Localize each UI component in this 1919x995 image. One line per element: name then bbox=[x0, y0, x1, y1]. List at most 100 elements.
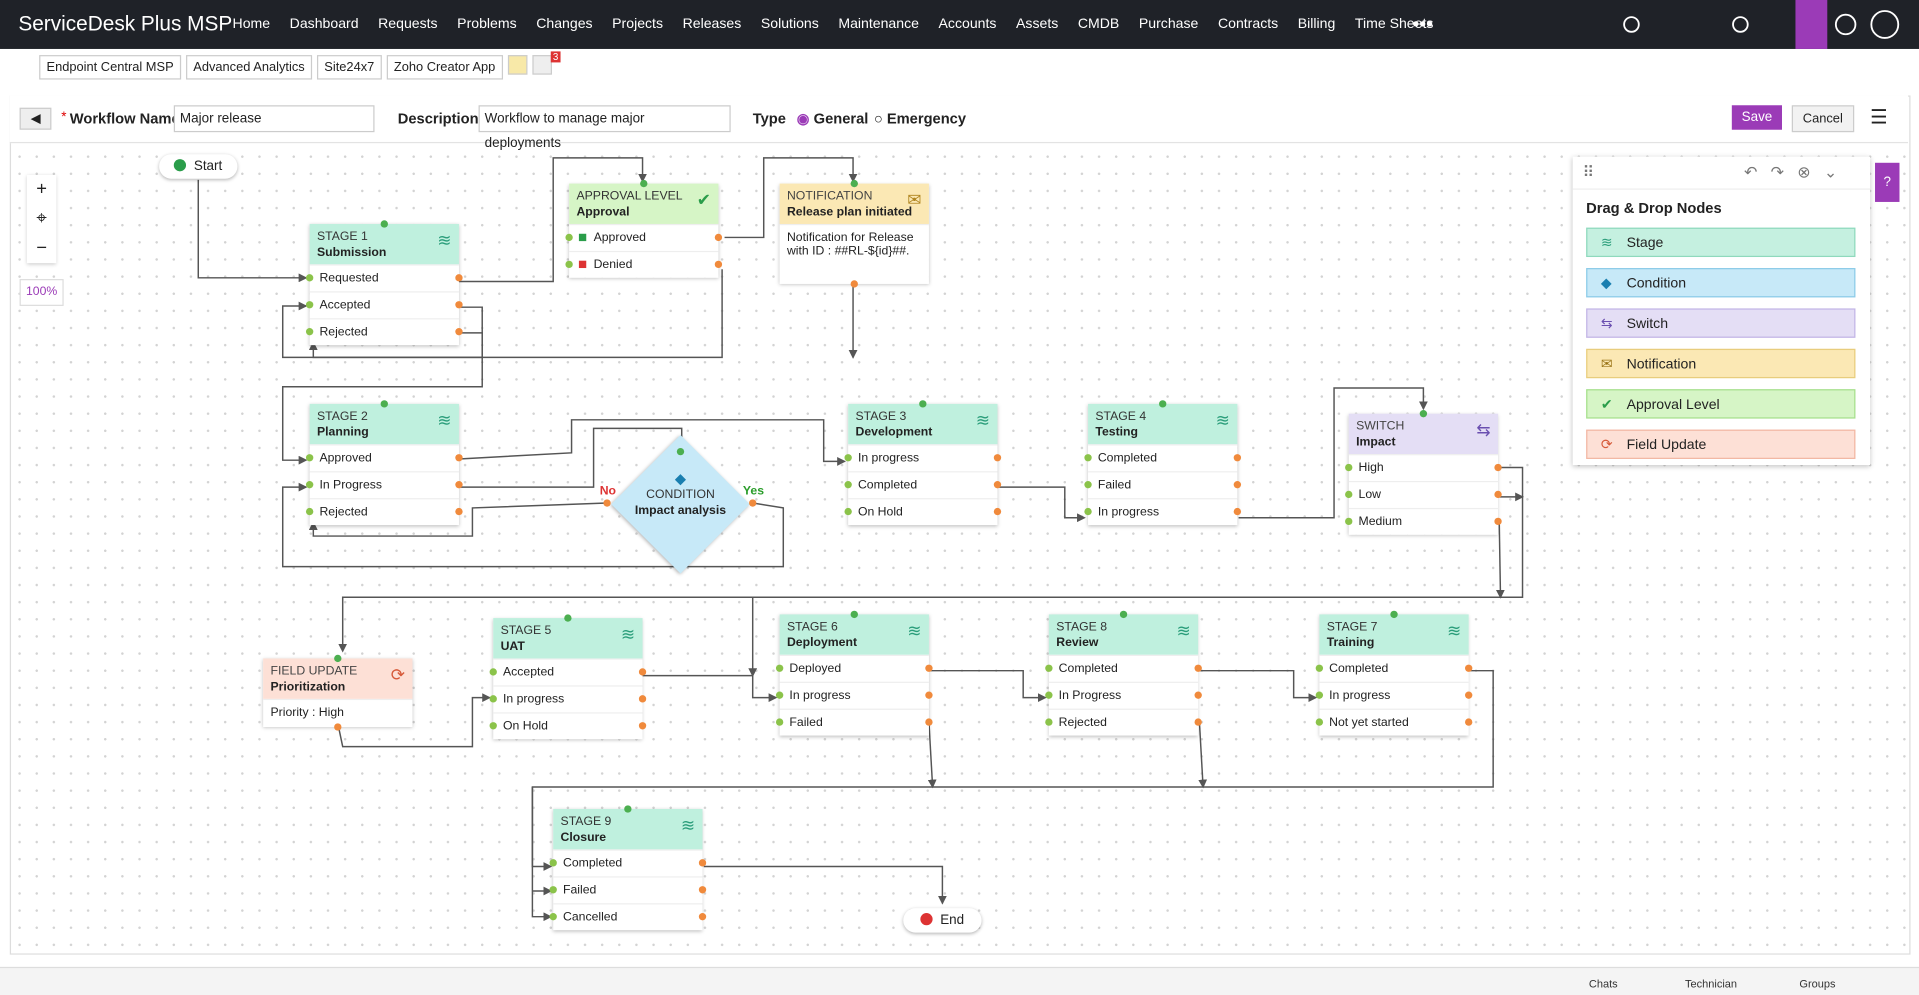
nav-item[interactable]: Releases bbox=[682, 17, 742, 32]
node-row: Completed bbox=[1045, 654, 1202, 682]
rocket-button[interactable]: 3 bbox=[532, 51, 561, 75]
nav-item[interactable]: Purchase bbox=[1138, 17, 1199, 32]
row-label: Not yet started bbox=[1329, 715, 1409, 730]
out-port bbox=[1494, 490, 1502, 499]
nav-item[interactable]: Dashboard bbox=[289, 17, 359, 32]
palette-icon: ✉ bbox=[1600, 357, 1613, 373]
back-button[interactable]: ◀ bbox=[19, 107, 52, 130]
row-label: In progress bbox=[789, 689, 851, 703]
out-port bbox=[334, 723, 342, 731]
app-button[interactable]: Site24x7 bbox=[316, 55, 382, 80]
node-row: Completed bbox=[1315, 654, 1473, 682]
connector bbox=[928, 669, 1047, 703]
type-option: Emergency bbox=[886, 110, 967, 128]
nav-item[interactable]: Changes bbox=[536, 17, 593, 32]
node-header: NOTIFICATION Release plan initiated ✉ bbox=[779, 183, 929, 224]
brand[interactable]: ServiceDesk Plus MSP bbox=[18, 12, 233, 36]
workflow-node[interactable]: STAGE 6 Deployment ≋ Deployed In progress Fai… bbox=[775, 610, 933, 736]
row-label: High bbox=[1358, 461, 1384, 475]
out-port bbox=[638, 668, 647, 676]
workflow-node[interactable]: STAGE 8 Review ≋ Completed In Progress Reject… bbox=[1045, 610, 1202, 736]
workflow-node[interactable]: STAGE 3 Development ≋ In progress Completed O… bbox=[844, 400, 1002, 526]
workflow-node[interactable]: STAGE 9 Closure ≋ Completed Failed Cancelled bbox=[549, 805, 707, 931]
node-kind: NOTIFICATION bbox=[786, 189, 873, 204]
nav-item[interactable]: Billing bbox=[1297, 17, 1336, 32]
description-input[interactable]: Workflow to manage major deployments bbox=[478, 105, 731, 151]
footer-item[interactable]: Chats bbox=[1588, 977, 1618, 991]
node-header: FIELD UPDATE Prioritization ⟳ bbox=[263, 658, 413, 699]
end-node[interactable]: End bbox=[903, 908, 982, 933]
out-port bbox=[1233, 454, 1242, 462]
palette-item[interactable]: ⟳ Field Update bbox=[1586, 429, 1856, 459]
search-icon[interactable] bbox=[1623, 16, 1640, 33]
node-header: STAGE 6 Deployment ≋ bbox=[779, 614, 929, 655]
nav-item[interactable]: Requests bbox=[378, 17, 438, 32]
workflow-node[interactable]: STAGE 5 UAT ≋ Accepted In progress On Hold bbox=[489, 614, 647, 740]
node-name: Development bbox=[855, 425, 933, 440]
row-label: Completed bbox=[562, 856, 623, 871]
port bbox=[640, 179, 648, 188]
nav-item[interactable]: Home bbox=[232, 17, 271, 32]
history-icon[interactable] bbox=[1732, 16, 1749, 33]
zoom-controls[interactable]: + ⌖ − bbox=[26, 175, 57, 264]
node-name: Deployment bbox=[786, 636, 858, 650]
out-port bbox=[455, 301, 463, 309]
nav-item[interactable]: Maintenance bbox=[838, 17, 919, 32]
nav-item[interactable]: Contracts bbox=[1217, 17, 1279, 32]
nav-item[interactable]: CMDB bbox=[1077, 17, 1120, 32]
palette-item[interactable]: ✔ Approval Level bbox=[1586, 389, 1856, 419]
palette-label: Approval Level bbox=[1626, 397, 1720, 413]
node-icon: ≋ bbox=[620, 624, 636, 644]
help-icon[interactable] bbox=[1834, 13, 1857, 36]
palette-item[interactable]: ⇆ Switch bbox=[1586, 308, 1856, 338]
row-label: Denied bbox=[593, 258, 633, 272]
connector bbox=[281, 306, 483, 465]
workflow-node[interactable]: STAGE 4 Testing ≋ Completed Failed In progres… bbox=[1084, 400, 1242, 526]
nav: Home Dashboard Requests Problems Changes Proj… bbox=[233, 17, 1434, 32]
nav-item[interactable]: Problems bbox=[457, 17, 517, 32]
workflow-node[interactable]: FIELD UPDATE Prioritization ⟳ Priority : Hi… bbox=[263, 654, 413, 731]
start-node[interactable]: Start bbox=[159, 154, 238, 179]
node-row: Approved bbox=[305, 444, 463, 471]
help-tab[interactable]: ? bbox=[1875, 162, 1900, 202]
workflow-node[interactable]: STAGE 7 Training ≋ Completed In progress Not … bbox=[1315, 610, 1473, 736]
workflow-node[interactable]: SWITCH Impact ⇆ High Low Medium bbox=[1345, 410, 1502, 535]
nav-item[interactable]: Time Sheets bbox=[1354, 17, 1434, 32]
footer-item[interactable]: Groups bbox=[1799, 977, 1836, 991]
node-row: Deployed bbox=[775, 654, 933, 682]
node-kind: APPROVAL LEVEL bbox=[576, 189, 683, 204]
cancel-button[interactable]: Cancel bbox=[1791, 105, 1854, 133]
footer-item[interactable]: Technician bbox=[1684, 977, 1738, 991]
nav-item[interactable]: Accounts bbox=[938, 17, 997, 32]
type-emergency[interactable]: ○ Emergency bbox=[873, 110, 967, 128]
palette-item[interactable]: ✉ Notification bbox=[1586, 348, 1856, 379]
nav-item[interactable]: Assets bbox=[1016, 17, 1059, 32]
workflow-node[interactable]: STAGE 2 Planning ≋ Approved In Progress Rejec… bbox=[305, 400, 463, 526]
palette-item[interactable]: ≋ Stage bbox=[1586, 227, 1856, 258]
workflow-node[interactable]: NOTIFICATION Release plan initiated ✉ Notif… bbox=[779, 179, 929, 288]
type-general[interactable]: ◉ General bbox=[796, 110, 869, 128]
palette-item[interactable]: ◆ Condition bbox=[1586, 268, 1856, 298]
out-port bbox=[714, 233, 723, 242]
in-port bbox=[305, 454, 314, 462]
avatar[interactable] bbox=[1870, 10, 1900, 39]
menu-button[interactable]: ☰ bbox=[1870, 107, 1888, 129]
nav-item[interactable]: Projects bbox=[612, 17, 664, 32]
clipboard-button[interactable] bbox=[507, 55, 528, 75]
app-button[interactable]: Advanced Analytics bbox=[185, 55, 313, 80]
workflow-node[interactable]: STAGE 1 Submission ≋ Requested Accepted Rejec… bbox=[305, 220, 463, 346]
app-button[interactable]: Endpoint Central MSP bbox=[39, 55, 182, 80]
more-icon[interactable]: ••• bbox=[1412, 14, 1433, 36]
settings-icon[interactable] bbox=[1795, 0, 1828, 49]
palette-label: Stage bbox=[1626, 236, 1664, 251]
nav-item[interactable]: Solutions bbox=[760, 17, 819, 32]
name-input[interactable]: Major release bbox=[173, 105, 375, 133]
app-button[interactable]: Zoho Creator App bbox=[386, 55, 503, 80]
palette-toolbar: ⠿ ↶ ↷ ⊗ ⌄ bbox=[1572, 157, 1871, 190]
save-button[interactable]: Save bbox=[1731, 105, 1783, 130]
node-header: SWITCH Impact ⇆ bbox=[1348, 413, 1499, 455]
out-port bbox=[1494, 517, 1502, 526]
row-label: Completed bbox=[857, 478, 918, 493]
workflow-node[interactable]: APPROVAL LEVEL Approval ✔ Approved Denied bbox=[565, 179, 723, 278]
node-name: Impact bbox=[1356, 435, 1396, 450]
